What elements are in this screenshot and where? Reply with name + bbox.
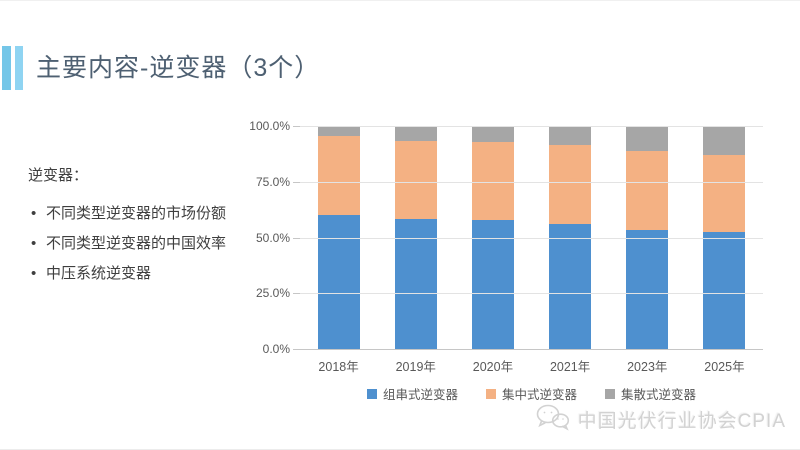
x-axis-label: 2018年 [318,360,359,374]
bar-segment-集散式逆变器 [626,126,669,151]
x-axis-labels: 2018年 2019年 2020年 2021年 2023年 2025年 [300,356,763,375]
legend-item: 组串式逆变器 [366,384,458,403]
gridline [300,293,763,295]
y-axis-tick-label: 25.0% [255,286,290,301]
y-axis-tick-label: 100.0% [249,119,290,133]
gridline [300,126,763,127]
y-axis-tick [293,349,300,350]
watermark-text: 中国光伏行业协会CPIA [577,411,786,432]
wechat-icon [535,403,571,436]
title-accent-bars [2,46,23,90]
gridline [300,349,763,350]
bar-segment-组串式逆变器 [317,215,360,349]
bar-segment-集散式逆变器 [317,126,360,137]
left-panel-heading: 逆变器： [28,167,89,184]
legend-swatch [605,388,615,399]
bar-2019年 [394,126,437,349]
bar-2025年 [703,126,746,349]
bar-segment-组串式逆变器 [394,218,437,349]
y-axis-tick [293,293,300,295]
bar-segment-集散式逆变器 [703,126,746,156]
y-axis-tick [293,181,300,183]
x-axis-label: 2019年 [395,360,436,374]
bar-2023年 [626,126,669,349]
bar-segment-集中式逆变器 [317,136,360,216]
bar-segment-集中式逆变器 [549,144,592,225]
legend-label: 组串式逆变器 [382,388,458,402]
left-panel: 逆变器： 不同类型逆变器的市场份额 不同类型逆变器的中国效率 中压系统逆变器 [28,164,278,295]
bar-segment-组串式逆变器 [626,229,669,349]
legend-item: 集中式逆变器 [485,384,577,403]
gridline [300,237,763,239]
gridline [300,181,763,183]
bar-segment-集中式逆变器 [703,155,746,232]
plot-area: 100.0% 75.0% 50.0% 25.0% 0.0% 2018年 2019年 2020年… [249,119,763,374]
bar-segment-组串式逆变器 [471,219,514,349]
x-axis-label: 2025年 [704,360,745,374]
bar-segment-组串式逆变器 [703,231,746,349]
bar-segment-组串式逆变器 [549,224,592,349]
y-axis-tick [293,126,300,127]
y-axis-tick-label: 0.0% [262,342,290,356]
x-axis-label: 2021年 [549,360,591,374]
legend: 组串式逆变器 集中式逆变器 集散式逆变器 [300,384,763,403]
bar-segment-集中式逆变器 [394,140,437,219]
legend-swatch [366,388,377,399]
y-axis-tick-label: 50.0% [255,230,290,245]
x-axis-label: 2020年 [472,360,514,374]
bar-segment-集中式逆变器 [626,150,669,230]
bullet-item: 中压系统逆变器 [28,265,278,283]
legend-swatch [485,388,496,399]
y-axis-tick [293,237,300,239]
y-axis-tick-label: 75.0% [255,174,290,189]
legend-label: 集散式逆变器 [621,388,697,402]
bar-segment-集散式逆变器 [549,126,592,145]
legend-item: 集散式逆变器 [605,384,696,403]
watermark: 中国光伏行业协会CPIA [535,403,786,436]
legend-label: 集中式逆变器 [501,388,577,402]
bullet-item: 不同类型逆变器的中国效率 [28,235,278,253]
bar-segment-集散式逆变器 [471,126,514,142]
bar-2020年 [471,126,514,349]
bullet-list: 不同类型逆变器的市场份额 不同类型逆变器的中国效率 中压系统逆变器 [28,205,278,283]
page-title: 主要内容-逆变器（3个） [36,54,321,82]
bar-segment-集散式逆变器 [394,126,437,141]
x-axis-label: 2023年 [627,360,668,374]
accent-bar-1 [2,46,11,90]
bar-segment-集中式逆变器 [471,141,514,220]
bullet-item: 不同类型逆变器的市场份额 [28,205,278,223]
accent-bar-2 [15,46,23,90]
bar-2021年 [549,126,592,349]
bars [300,126,763,349]
